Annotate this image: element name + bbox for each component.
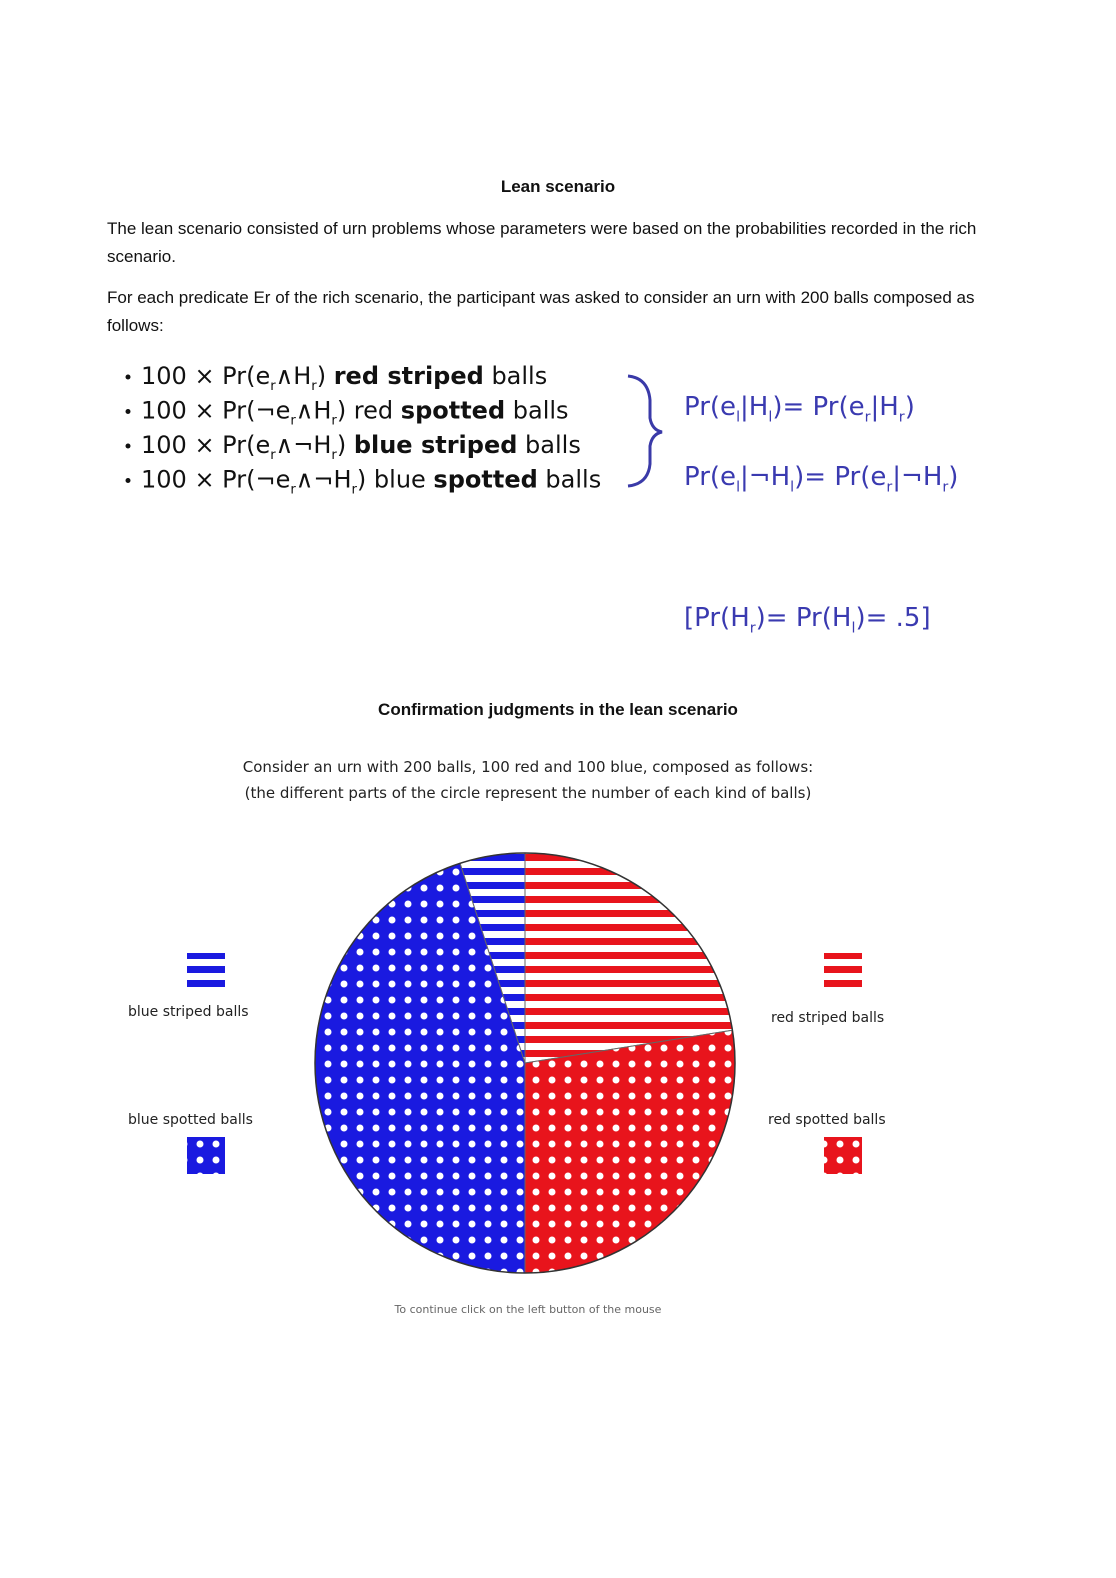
text-run: balls (517, 431, 580, 459)
text-run: )= Pr(e (794, 462, 886, 492)
text-run: ) (948, 462, 958, 492)
legend-label: blue spotted balls (128, 1112, 253, 1128)
text-run: red striped (334, 362, 484, 390)
bullet-text: 100 × Pr(¬er∧Hr) red spotted balls (141, 397, 569, 429)
text-run: r (865, 410, 871, 426)
text-run: l (736, 480, 740, 496)
text-run: ) (317, 362, 334, 390)
instruction: Consider an urn with 200 balls, 100 red … (243, 758, 813, 776)
text-run: balls (538, 466, 601, 494)
formula: Pr(el|Hl)= Pr(er|Hr) (684, 392, 915, 426)
text-run: r (899, 410, 905, 426)
text-run: |¬H (740, 462, 790, 492)
text-run: r (290, 483, 296, 498)
text-run: [Pr(H (684, 603, 750, 633)
text-run: ∧H (296, 397, 332, 425)
text-run: )= .5] (855, 603, 930, 633)
footer: To continue click on the left button of … (394, 1303, 662, 1316)
section-title: Lean scenario (500, 177, 616, 196)
text-run: spotted (401, 397, 505, 425)
legend-label: blue striped balls (128, 1004, 249, 1020)
text-run: r (270, 448, 276, 463)
text-run: 100 × Pr(¬e (141, 466, 290, 494)
bullet-text: 100 × Pr(¬er∧¬Hr) blue spotted balls (141, 466, 601, 498)
bullet-text: 100 × Pr(er∧Hr) red striped balls (141, 362, 547, 394)
text-run: ) (905, 392, 915, 422)
text-run: ) red (337, 397, 401, 425)
text-run: )= Pr(H (756, 603, 852, 633)
text-run: l (851, 621, 855, 637)
text-run: r (942, 480, 948, 496)
figure-title: Confirmation judgments in the lean scena… (378, 700, 738, 719)
legend-swatch (187, 953, 225, 989)
text-run: r (331, 448, 337, 463)
pie-outline (314, 852, 736, 1274)
bullet (125, 409, 131, 414)
bullet (125, 374, 131, 380)
text-run: ∧¬H (296, 466, 352, 494)
text-run: l (736, 410, 740, 426)
legend-swatch (824, 953, 862, 989)
text-run: )= Pr(e (772, 392, 864, 422)
text-run: r (270, 379, 276, 394)
text-run: blue striped (354, 431, 518, 459)
text-run: r (750, 621, 756, 637)
text-run: |H (870, 392, 898, 422)
text-run: r (352, 483, 358, 498)
text-run: r (290, 414, 296, 429)
bullet (125, 443, 131, 449)
text-run: Pr(e (684, 392, 736, 422)
instruction: (the different parts of the circle repre… (245, 784, 812, 802)
legend-swatch (187, 1137, 225, 1174)
formula: Pr(el|¬Hl)= Pr(er|¬Hr) (684, 462, 958, 496)
brace (627, 374, 663, 488)
pie (314, 852, 736, 1274)
text-run: ∧¬H (276, 431, 332, 459)
text-run: balls (484, 362, 547, 390)
text-run: ) (337, 431, 354, 459)
text-run: |¬H (892, 462, 942, 492)
text-run: Pr(e (684, 462, 736, 492)
legend-swatch (824, 1137, 862, 1174)
text-run: l (790, 480, 794, 496)
text-run: spotted (433, 466, 537, 494)
bullet-text: 100 × Pr(er∧¬Hr) blue striped balls (141, 431, 581, 463)
text-run: 100 × Pr(e (141, 362, 270, 390)
text-run: |H (740, 392, 768, 422)
paragraph: The lean scenario consisted of urn probl… (107, 219, 977, 266)
text-run: l (768, 410, 772, 426)
red-striped-slice (524, 852, 733, 1064)
formula: [Pr(Hr)= Pr(Hl)= .5] (684, 603, 931, 637)
text-run: ∧H (276, 362, 312, 390)
paragraph: For each predicate Er of the rich scenar… (107, 288, 975, 335)
bullet (125, 478, 131, 483)
legend-label: red striped balls (771, 1010, 884, 1026)
text-run: 100 × Pr(¬e (141, 397, 290, 425)
text-run: r (311, 379, 317, 394)
text-run: 100 × Pr(e (141, 431, 270, 459)
legend-label: red spotted balls (768, 1112, 886, 1128)
text-run: r (331, 414, 337, 429)
red-spotted-slice (524, 1029, 736, 1274)
text-run: r (886, 480, 892, 496)
text-run: ) blue (357, 466, 434, 494)
text-run: balls (505, 397, 568, 425)
